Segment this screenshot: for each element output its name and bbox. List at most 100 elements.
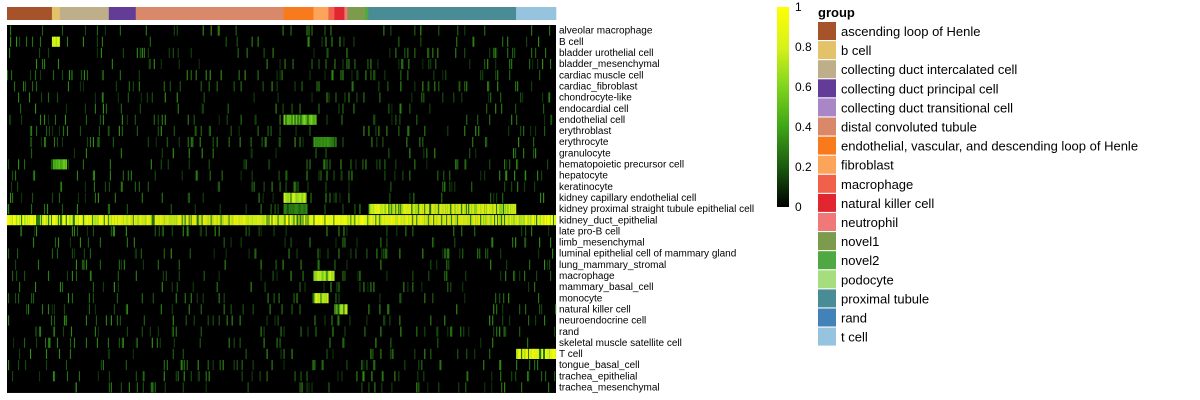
heatmap-cell [318,81,320,92]
annotation-segment [313,7,329,20]
heatmap-cell [146,92,148,103]
heatmap-cell [480,215,482,226]
heatmap-cell [391,114,393,125]
heatmap-cell [266,348,268,359]
heatmap-cell [274,203,276,215]
row-label: cardiac muscle cell [559,70,643,81]
heatmap-cell [488,215,490,226]
heatmap-cell [252,304,254,315]
heatmap-cell [396,215,398,226]
heatmap-cell [385,203,387,215]
heatmap-cell [61,137,64,148]
heatmap-cell [324,293,326,304]
heatmap-cell [279,70,281,81]
heatmap-cell [507,203,509,215]
heatmap-cell [218,215,220,226]
heatmap-cell [456,304,458,315]
heatmap-cell [376,215,378,226]
heatmap-cell [309,70,311,81]
heatmap-cell [321,137,323,148]
heatmap-cell [202,103,204,114]
heatmap-cell [337,215,339,226]
heatmap-cell [336,281,338,293]
heatmap-cell [506,215,508,226]
heatmap-cell [202,25,204,36]
heatmap-cell [386,226,388,237]
heatmap-cell [462,248,464,259]
heatmap-cell [74,215,77,226]
heatmap-cell [118,125,120,136]
heatmap-cell [487,203,489,215]
heatmap-cell [342,337,344,348]
heatmap-cell [285,203,287,215]
heatmap-cell [524,181,526,192]
heatmap-cell [151,382,153,393]
heatmap-cell [116,315,118,326]
heatmap-cell [100,360,102,371]
heatmap-cell [525,226,527,237]
heatmap-cell [79,237,82,248]
heatmap-cell [188,159,190,170]
heatmap-cell [364,326,366,337]
heatmap-cell [409,103,411,114]
heatmap-cell [289,203,291,215]
heatmap-cell [491,382,493,393]
heatmap-cell [305,114,307,125]
annotation-segment [108,7,137,20]
heatmap-cell [288,114,290,125]
heatmap-cell [200,81,202,92]
heatmap-cell [475,148,477,159]
heatmap-cell [108,181,110,192]
heatmap-cell [387,203,389,215]
heatmap-cell [112,137,114,148]
heatmap-cell [220,215,222,226]
heatmap-cell [288,215,290,226]
heatmap-cell [334,137,336,148]
heatmap-cell [313,137,315,148]
heatmap-cell [342,237,344,248]
heatmap-cell [123,215,125,226]
heatmap-cell [420,25,422,36]
heatmap-cell [192,137,194,148]
heatmap-cell [507,47,509,58]
legend-label: t cell [841,330,868,345]
heatmap-cell [401,215,403,226]
heatmap-cell [102,360,104,371]
heatmap-cell [112,226,114,237]
heatmap-cell [550,237,552,248]
heatmap-cell [397,215,399,226]
heatmap-cell [257,125,259,136]
heatmap-cell [396,226,398,237]
heatmap-cell [480,70,482,81]
heatmap-cell [380,326,382,337]
heatmap-cell [349,315,351,326]
heatmap-cell [300,326,302,337]
heatmap-cell [382,371,384,382]
heatmap-cell [170,248,172,259]
heatmap-cell [134,248,136,259]
heatmap-cell [50,315,53,326]
heatmap-cell [286,203,288,215]
heatmap-cell [299,103,301,114]
heatmap-cell [183,360,185,371]
heatmap-cell [126,114,128,125]
heatmap-cell [443,203,445,215]
heatmap-cell [271,181,273,192]
heatmap-cell [434,148,436,159]
heatmap-cell [467,371,469,382]
heatmap-cell [317,137,319,148]
heatmap-cell [76,170,79,181]
heatmap-cell [366,315,368,326]
heatmap-cell [495,103,497,114]
heatmap-cell [445,248,447,259]
heatmap-cell [99,237,101,248]
heatmap-cell [329,159,331,170]
heatmap-cell [167,159,169,170]
heatmap-cell [257,36,259,47]
heatmap-cell [60,159,63,170]
heatmap-cell [326,47,328,58]
heatmap-cell [419,203,421,215]
heatmap-cell [426,203,428,215]
heatmap-cell [404,215,406,226]
heatmap-cell [194,215,196,226]
